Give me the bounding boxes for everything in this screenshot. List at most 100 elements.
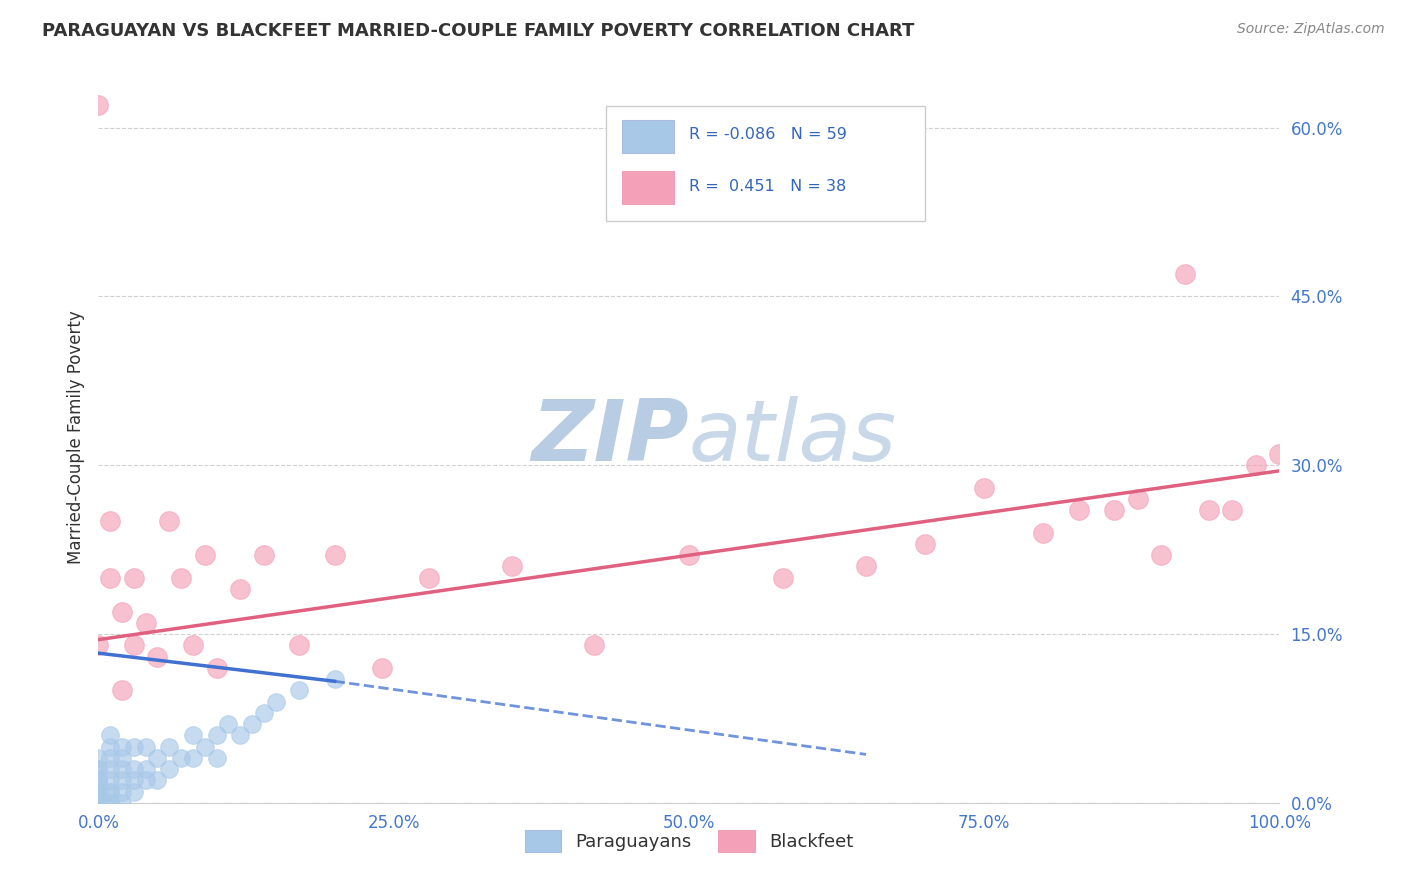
Point xyxy=(855,559,877,574)
Point xyxy=(146,751,169,765)
Y-axis label: Married-Couple Family Poverty: Married-Couple Family Poverty xyxy=(66,310,84,564)
Point xyxy=(288,638,311,652)
Point xyxy=(98,571,121,585)
Point xyxy=(111,762,134,776)
Point xyxy=(98,796,121,810)
Point xyxy=(253,706,276,720)
Text: Source: ZipAtlas.com: Source: ZipAtlas.com xyxy=(1237,22,1385,37)
Point xyxy=(87,784,110,798)
Point xyxy=(181,638,204,652)
FancyBboxPatch shape xyxy=(606,106,925,221)
FancyBboxPatch shape xyxy=(621,171,673,204)
Point xyxy=(772,571,794,585)
Point xyxy=(87,98,110,112)
Point xyxy=(122,638,145,652)
Point xyxy=(87,796,110,810)
Point xyxy=(87,773,110,788)
Legend: Paraguayans, Blackfeet: Paraguayans, Blackfeet xyxy=(517,823,860,860)
Point xyxy=(1174,267,1197,281)
Point xyxy=(87,796,110,810)
Point xyxy=(98,784,121,798)
Point xyxy=(501,559,523,574)
Point xyxy=(98,773,121,788)
Point xyxy=(111,773,134,788)
Point xyxy=(170,571,193,585)
Point xyxy=(98,784,121,798)
Point xyxy=(87,796,110,810)
Point xyxy=(111,739,134,754)
Point xyxy=(229,582,252,596)
Point xyxy=(217,717,239,731)
Point xyxy=(194,739,217,754)
Text: atlas: atlas xyxy=(689,395,897,479)
Point xyxy=(87,638,110,652)
Point xyxy=(98,751,121,765)
Point xyxy=(87,796,110,810)
Point xyxy=(157,515,180,529)
Point xyxy=(111,751,134,765)
Point xyxy=(87,796,110,810)
Point xyxy=(146,773,169,788)
Point xyxy=(1244,458,1267,473)
Point xyxy=(288,683,311,698)
Point xyxy=(1150,548,1173,562)
Point xyxy=(98,515,121,529)
Text: ZIP: ZIP xyxy=(531,395,689,479)
Point xyxy=(98,796,121,810)
Point xyxy=(1102,503,1125,517)
Point xyxy=(87,784,110,798)
Point xyxy=(1032,525,1054,540)
Point xyxy=(1220,503,1243,517)
Point xyxy=(87,796,110,810)
Point xyxy=(170,751,193,765)
Point xyxy=(135,762,157,776)
Point xyxy=(111,683,134,698)
Point xyxy=(253,548,276,562)
Point xyxy=(87,773,110,788)
Point xyxy=(87,796,110,810)
Point xyxy=(240,717,263,731)
Point xyxy=(181,728,204,742)
Point xyxy=(111,784,134,798)
Point xyxy=(87,751,110,765)
Point xyxy=(157,762,180,776)
Point xyxy=(205,728,228,742)
Point xyxy=(418,571,440,585)
Point xyxy=(181,751,204,765)
Point xyxy=(371,661,394,675)
Point xyxy=(98,728,121,742)
Point xyxy=(1198,503,1220,517)
FancyBboxPatch shape xyxy=(621,120,673,153)
Point xyxy=(87,784,110,798)
Point xyxy=(583,638,606,652)
Point xyxy=(122,571,145,585)
Point xyxy=(205,751,228,765)
Point xyxy=(87,762,110,776)
Point xyxy=(87,796,110,810)
Point xyxy=(98,762,121,776)
Point xyxy=(87,773,110,788)
Point xyxy=(122,762,145,776)
Text: R = -0.086   N = 59: R = -0.086 N = 59 xyxy=(689,128,846,143)
Point xyxy=(87,784,110,798)
Point xyxy=(135,739,157,754)
Point xyxy=(229,728,252,742)
Point xyxy=(111,796,134,810)
Point xyxy=(973,481,995,495)
Point xyxy=(1268,447,1291,461)
Point xyxy=(157,739,180,754)
Point xyxy=(87,762,110,776)
Point xyxy=(98,739,121,754)
Point xyxy=(323,672,346,686)
Point xyxy=(87,796,110,810)
Point xyxy=(135,615,157,630)
Point xyxy=(1126,491,1149,506)
Point xyxy=(194,548,217,562)
Point xyxy=(1067,503,1090,517)
Point xyxy=(111,605,134,619)
Text: PARAGUAYAN VS BLACKFEET MARRIED-COUPLE FAMILY POVERTY CORRELATION CHART: PARAGUAYAN VS BLACKFEET MARRIED-COUPLE F… xyxy=(42,22,914,40)
Point xyxy=(323,548,346,562)
Point xyxy=(264,694,287,708)
Point xyxy=(205,661,228,675)
Point xyxy=(87,796,110,810)
